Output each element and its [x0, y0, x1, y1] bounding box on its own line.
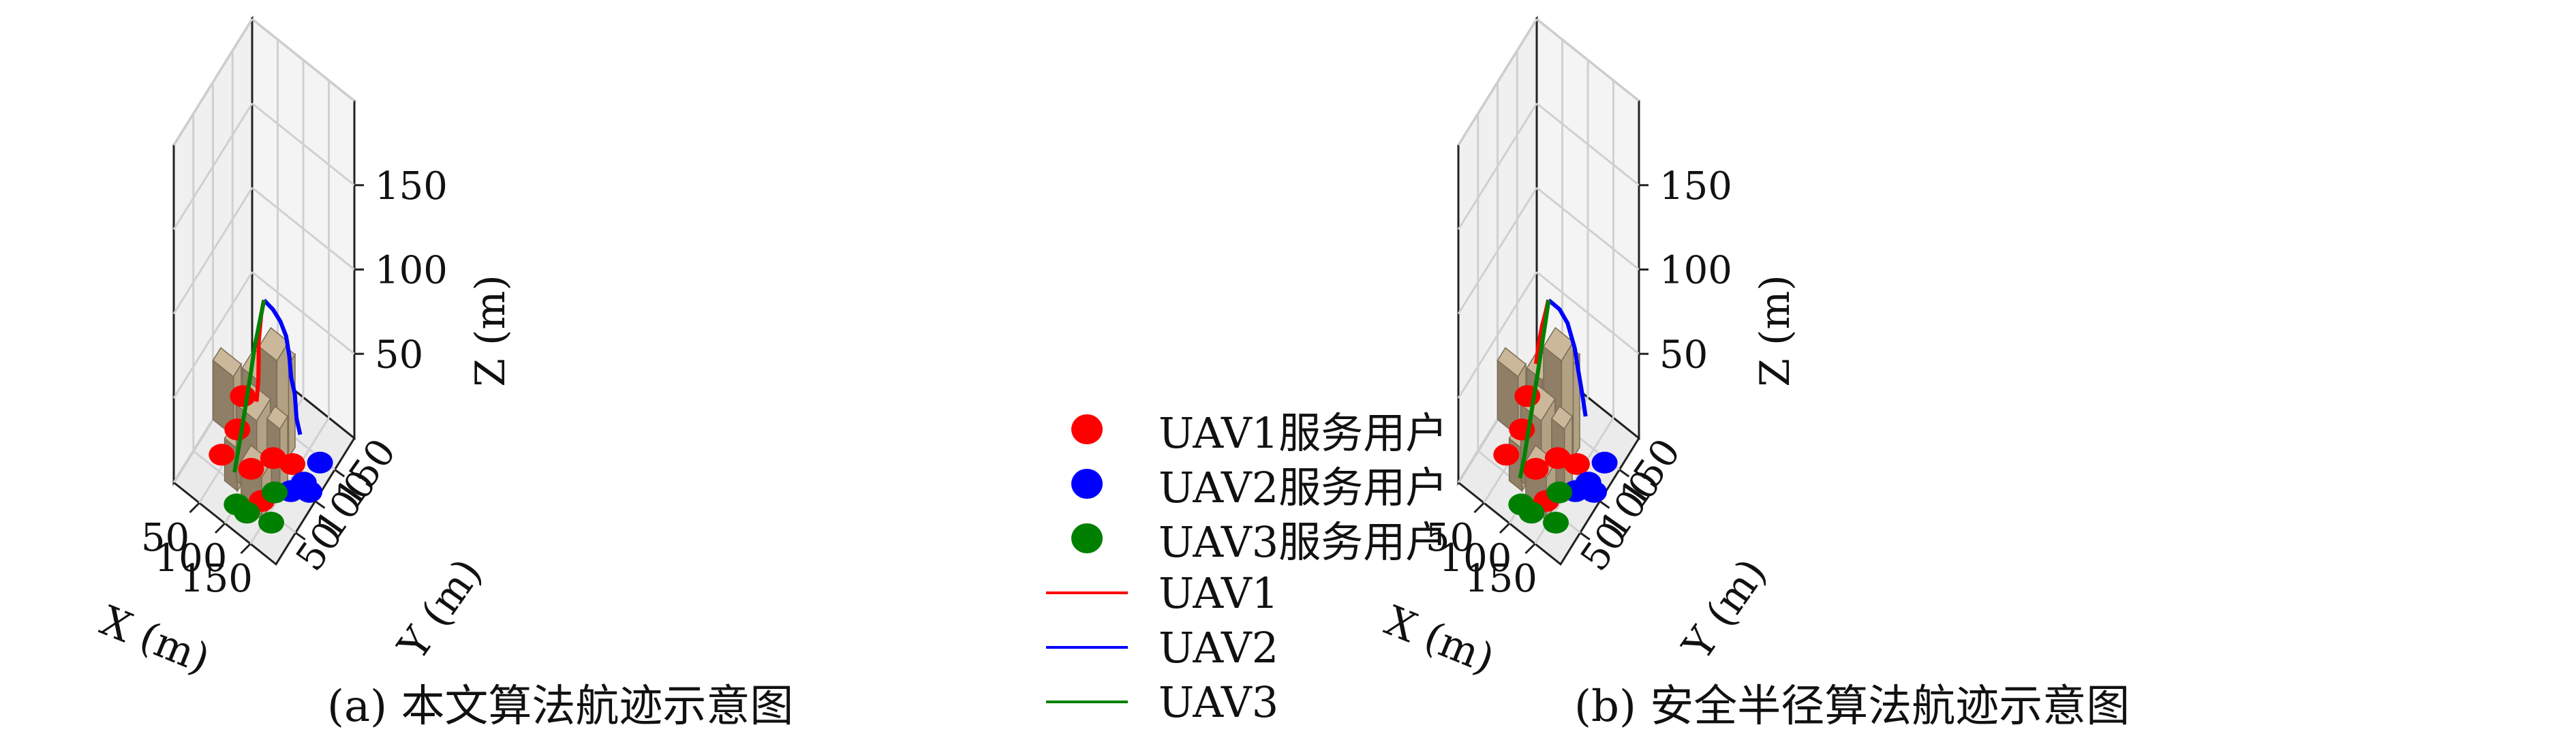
x-axis-label: X (m): [94, 597, 217, 683]
z-axis-label: Z (m): [467, 275, 515, 386]
legend-label: UAV1服务用户: [1159, 408, 1448, 458]
legend-item-uav1-path: UAV1: [1043, 566, 1278, 620]
grid-line: [1536, 18, 1640, 102]
uav3-line-icon: [1046, 701, 1128, 703]
uav2-user-point: [1581, 480, 1608, 503]
grid-line: [1457, 18, 1538, 146]
grid-line: [251, 187, 355, 271]
uav2-user-point: [1591, 451, 1618, 474]
legend-label: UAV3服务用户: [1159, 517, 1448, 567]
x-tick: [240, 542, 251, 555]
x-tick-label: 50: [1426, 516, 1474, 560]
uav1-user-point: [1493, 444, 1520, 466]
uav3-user-point: [258, 512, 284, 534]
y-tick: [1599, 500, 1610, 509]
grid-line: [1536, 102, 1640, 186]
uav1-line-icon: [1046, 591, 1128, 594]
uav1-user-point: [1522, 458, 1549, 480]
z-axis-label: Z (m): [1751, 275, 1799, 386]
legend-item-uav2-path: UAV2: [1043, 620, 1278, 675]
uav2-user-point: [296, 480, 323, 503]
uav3-user-point: [1518, 502, 1545, 524]
trajectories: [232, 298, 303, 473]
y-axis-label: Y (m): [1673, 550, 1776, 668]
grid-line: [172, 271, 254, 399]
uav2-trajectory-line: [262, 298, 303, 435]
x-tick: [1499, 522, 1511, 534]
uav3-trajectory-line: [232, 299, 266, 473]
legend-label: UAV3: [1159, 677, 1279, 727]
y-tick: [314, 500, 326, 509]
grid-line: [1457, 187, 1538, 315]
x-tick: [214, 522, 226, 534]
z-tick-label: 50: [1659, 333, 1708, 377]
grid-line: [172, 187, 254, 315]
legend-label: UAV2服务用户: [1159, 463, 1448, 512]
caption-b: (b) 安全半径算法航迹示意图: [1574, 681, 2130, 732]
legend-label: UAV1: [1159, 568, 1279, 618]
caption-a: (a) 本文算法航迹示意图: [327, 681, 794, 732]
grid-line: [172, 18, 254, 146]
grid-line: [1536, 271, 1640, 355]
building: [1497, 347, 1527, 438]
uav3-user-point: [262, 481, 288, 504]
trajectories: [1518, 298, 1588, 479]
uav2-trajectory-line: [1547, 298, 1588, 417]
x-tick-label: 150: [1465, 557, 1537, 601]
uav1-user-point: [238, 458, 264, 480]
grid-line: [172, 102, 254, 230]
x-tick-label: 100: [155, 536, 228, 581]
uav2-user-marker-icon: [1071, 469, 1103, 499]
y-tick: [1579, 532, 1591, 540]
user-markers: [209, 385, 333, 534]
z-tick-label: 150: [1659, 164, 1732, 209]
z-tick-label: 50: [375, 333, 423, 377]
x-tick-label: 50: [141, 516, 189, 560]
uav3-user-point: [1546, 481, 1573, 504]
uav3-trajectory-line: [1518, 299, 1551, 479]
uav2-line-icon: [1046, 646, 1128, 649]
legend-item-uav3-users: UAV3服务用户: [1043, 511, 1448, 567]
grid-line: [1457, 271, 1538, 399]
legend-item-uav2-users: UAV2服务用户: [1043, 457, 1447, 512]
grid-line: [251, 102, 355, 186]
legend-item-uav3-path: UAV3: [1043, 675, 1278, 729]
y-tick: [294, 532, 306, 540]
uav2-user-point: [307, 451, 333, 474]
x-tick-label: 100: [1439, 536, 1512, 581]
uav3-user-point: [234, 502, 260, 524]
uav1-user-marker-icon: [1071, 414, 1103, 444]
z-tick-label: 100: [375, 249, 448, 293]
legend-label: UAV2: [1159, 622, 1279, 673]
legend: UAV1服务用户 UAV2服务用户 UAV3服务用户 UAV1 UAV2 UAV…: [1043, 402, 1533, 729]
grid-line: [251, 271, 355, 355]
uav1-user-point: [1564, 453, 1590, 475]
uav1-user-point: [209, 444, 235, 466]
x-tick-label: 150: [180, 557, 253, 601]
uav1-user-point: [279, 453, 305, 475]
user-markers: [1493, 385, 1618, 534]
uav1-user-point: [230, 385, 256, 408]
grid-line: [251, 18, 355, 102]
x-tick: [189, 502, 200, 514]
y-tick: [334, 469, 346, 478]
x-tick: [1524, 542, 1536, 555]
y-axis-label: Y (m): [388, 550, 491, 668]
uav3-user-marker-icon: [1071, 523, 1103, 553]
grid-line: [1457, 102, 1538, 230]
uav1-user-point: [224, 418, 251, 441]
z-tick-label: 100: [1659, 249, 1732, 293]
y-tick: [1619, 469, 1630, 478]
uav3-user-point: [1543, 512, 1569, 534]
x-tick: [1473, 502, 1485, 514]
z-tick-label: 150: [375, 164, 448, 209]
legend-item-uav1-users: UAV1服务用户: [1043, 402, 1448, 458]
grid-line: [1536, 187, 1640, 271]
